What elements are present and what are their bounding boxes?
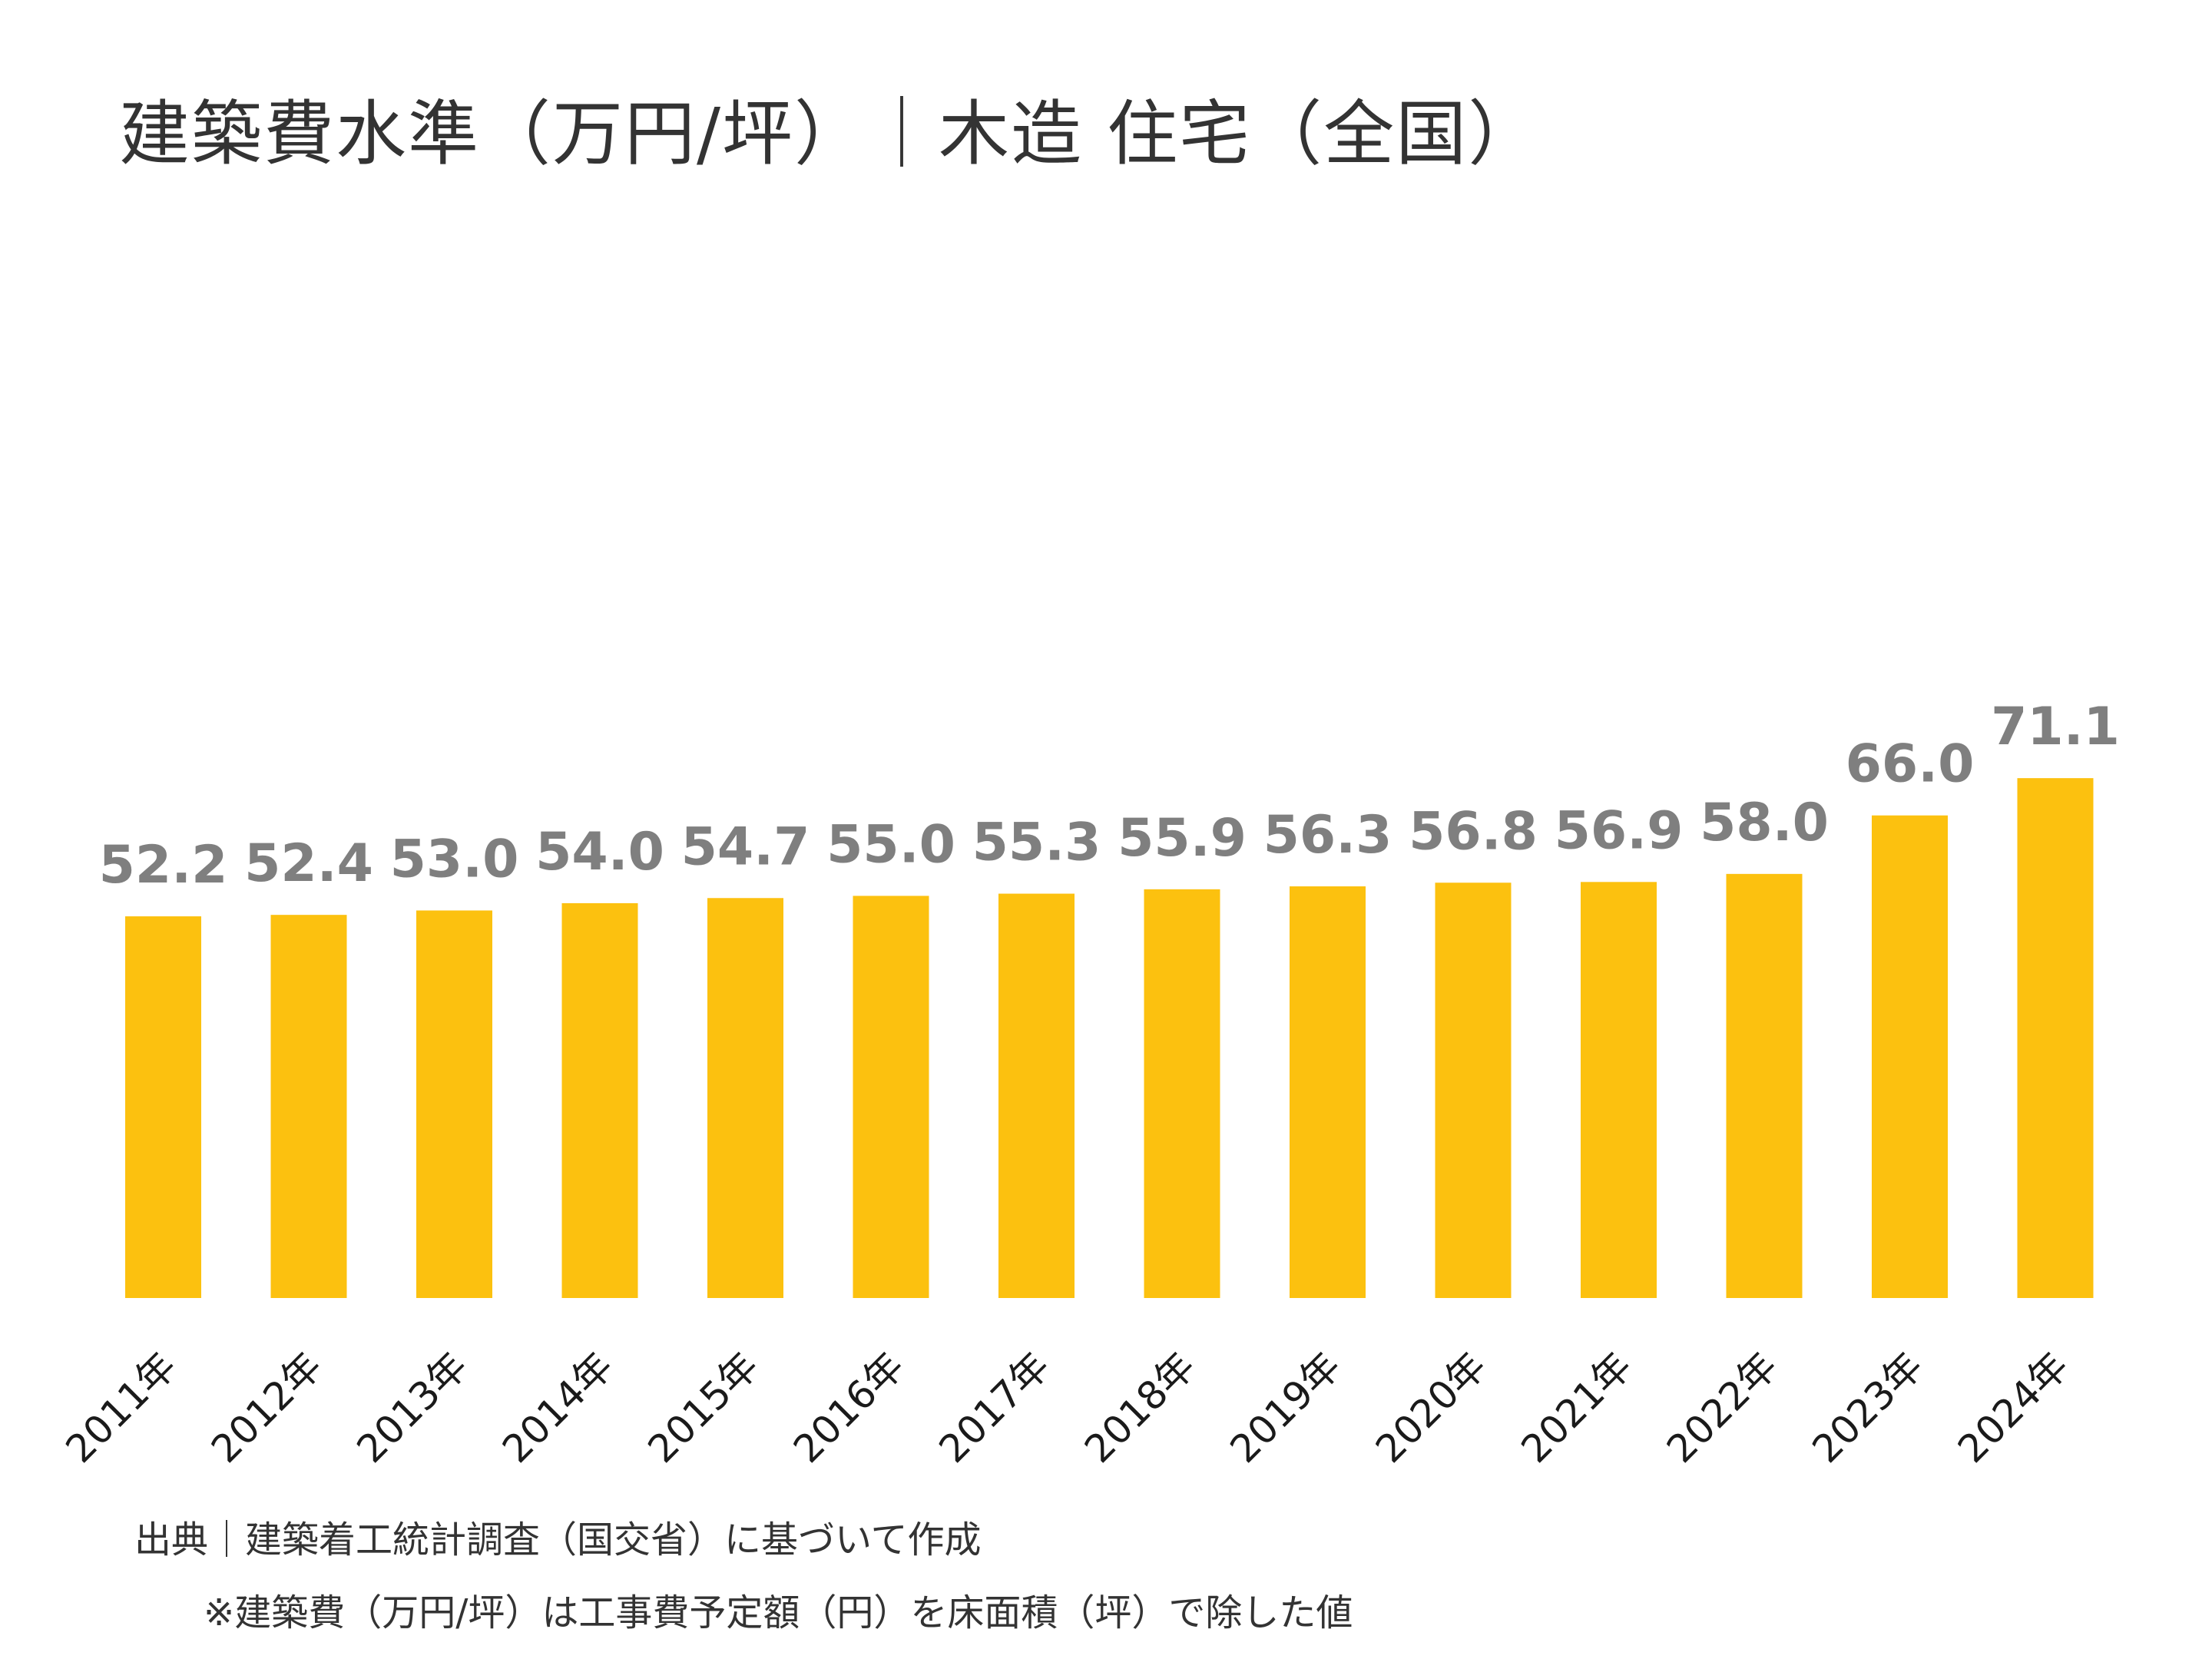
value-label-2013年: 53.0 bbox=[390, 829, 519, 889]
source-note: 出典｜建築着工統計調査（国交省）に基づいて作成 bbox=[134, 1518, 982, 1561]
x-tick-label-2022年: 2022年 bbox=[1658, 1343, 1786, 1471]
x-tick-label-2023年: 2023年 bbox=[1804, 1343, 1932, 1471]
data-labels: 52.2 52.4 53.0 54.0 54.7 55.0 55.3 55.9 56.3 56.8… bbox=[99, 697, 2120, 896]
value-label-2015年: 54.7 bbox=[681, 816, 810, 877]
bar-2018年 bbox=[1144, 889, 1220, 1298]
x-tick-label-2019年: 2019年 bbox=[1222, 1343, 1349, 1471]
x-tick-label-2015年: 2015年 bbox=[640, 1343, 767, 1471]
value-label-2011年: 52.2 bbox=[99, 835, 228, 896]
bar-2016年 bbox=[853, 896, 929, 1298]
bar-2019年 bbox=[1290, 886, 1366, 1298]
value-label-2016年: 55.0 bbox=[826, 814, 955, 875]
value-label-2023年: 66.0 bbox=[1846, 734, 1975, 795]
value-label-2012年: 52.4 bbox=[244, 833, 373, 894]
x-tick-label-2012年: 2012年 bbox=[203, 1343, 330, 1471]
x-tick-label-2011年: 2011年 bbox=[58, 1343, 185, 1471]
bar-2013年 bbox=[416, 910, 492, 1298]
x-tick-label-2017年: 2017年 bbox=[931, 1343, 1058, 1471]
definition-note: ※建築費（万円/坪）は工事費予定額（円）を床面積（坪）で除した値 bbox=[204, 1591, 1353, 1634]
chart-title: 建築費水準（万円/坪）｜木造 住宅（全国） bbox=[119, 93, 1541, 175]
value-label-2014年: 54.0 bbox=[535, 822, 664, 882]
x-tick-label-2024年: 2024年 bbox=[1949, 1343, 2077, 1471]
value-label-2019年: 56.3 bbox=[1263, 805, 1392, 866]
bar-2015年 bbox=[707, 898, 783, 1298]
bar-2024年 bbox=[2017, 778, 2094, 1298]
value-label-2017年: 55.3 bbox=[972, 813, 1101, 873]
bar-2020年 bbox=[1435, 882, 1512, 1298]
bar-2011年 bbox=[125, 916, 201, 1298]
x-tick-label-2014年: 2014年 bbox=[494, 1343, 621, 1471]
bar-2023年 bbox=[1872, 815, 1948, 1298]
value-label-2018年: 55.9 bbox=[1118, 808, 1247, 869]
x-tick-label-2016年: 2016年 bbox=[785, 1343, 912, 1471]
bar-2022年 bbox=[1726, 873, 1803, 1298]
bar-2017年 bbox=[998, 893, 1075, 1298]
bar-2021年 bbox=[1581, 882, 1657, 1298]
value-label-2022年: 58.0 bbox=[1700, 793, 1829, 853]
x-tick-label-2018年: 2018年 bbox=[1076, 1343, 1204, 1471]
value-label-2024年: 71.1 bbox=[1991, 697, 2120, 757]
value-label-2021年: 56.9 bbox=[1555, 800, 1684, 861]
x-tick-label-2013年: 2013年 bbox=[349, 1343, 476, 1471]
x-tick-label-2021年: 2021年 bbox=[1513, 1343, 1641, 1471]
bar-2014年 bbox=[561, 902, 638, 1298]
value-label-2020年: 56.8 bbox=[1409, 801, 1538, 862]
bar-series bbox=[125, 778, 2094, 1298]
bar-2012年 bbox=[270, 915, 347, 1298]
x-tick-label-2020年: 2020年 bbox=[1367, 1343, 1495, 1471]
x-axis-tick-labels: 2011年 2012年 2013年 2014年 2015年 2016年 2017年 2018年… bbox=[58, 1343, 2078, 1471]
